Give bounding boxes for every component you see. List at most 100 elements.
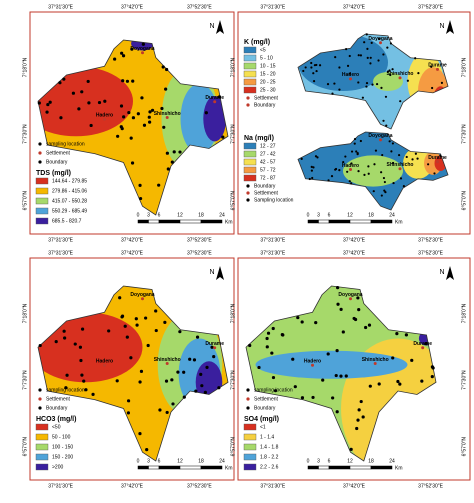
key-label: Boundary: [254, 102, 276, 108]
sampling-point: [161, 65, 165, 69]
legend-title: TDS (mg/l): [36, 170, 71, 177]
key-symbol: [38, 397, 42, 401]
scale-segment: [349, 465, 372, 470]
sampling-point: [338, 168, 341, 172]
legend-swatch: [35, 187, 49, 195]
map-surface: [298, 34, 448, 129]
sampling-point: [341, 330, 345, 334]
sampling-point: [154, 309, 158, 313]
sampling-point: [374, 149, 378, 152]
sampling-point: [382, 176, 386, 180]
lat-label: 6°57'0"N: [230, 191, 236, 211]
legend-label: 1.8 - 2.2: [260, 454, 279, 460]
legend-swatch: [243, 78, 257, 86]
legend-label: <1: [260, 424, 266, 430]
key-symbol: [38, 151, 42, 155]
legend-label: 685.5 - 820.7: [52, 218, 82, 224]
sampling-point: [386, 46, 389, 49]
sampling-point: [131, 79, 135, 83]
legend-label: 27 - 42: [260, 151, 276, 157]
scale-segment: [137, 219, 149, 224]
key-label: Boundary: [254, 183, 276, 189]
north-arrow: [446, 266, 454, 280]
sampling-point: [89, 123, 93, 128]
sampling-point: [420, 379, 424, 383]
sampling-point: [280, 333, 284, 337]
sampling-point: [311, 395, 315, 400]
legend-swatch: [35, 443, 49, 451]
settlement: [398, 76, 402, 80]
scale-label: 18: [198, 458, 204, 464]
sampling-point: [165, 151, 169, 155]
sampling-point: [342, 161, 345, 164]
place-label: Durame: [428, 155, 447, 161]
sampling-point: [164, 379, 169, 383]
lon-label: 37°42'0"E: [121, 483, 144, 489]
sampling-point: [430, 65, 433, 68]
sampling-point: [384, 95, 388, 98]
sampling-point: [338, 66, 341, 69]
sampling-point: [377, 382, 381, 386]
lon-label: 37°42'0"E: [121, 237, 144, 243]
sampling-point: [331, 92, 334, 95]
sampling-point: [411, 158, 414, 161]
sampling-point: [140, 96, 144, 100]
legend-swatch: [243, 174, 257, 182]
sampling-point: [265, 345, 269, 349]
sampling-point: [367, 165, 370, 168]
sampling-point: [388, 69, 391, 72]
sampling-point: [361, 96, 364, 99]
sampling-point: [130, 47, 134, 51]
settlement: [213, 100, 217, 104]
sampling-point: [312, 166, 315, 169]
sampling-point: [170, 160, 174, 164]
north-label: N: [209, 269, 214, 276]
sampling-point: [217, 95, 222, 99]
lat-label: 7°7'30"N: [230, 370, 236, 390]
sampling-point: [154, 328, 158, 333]
scale-segment: [370, 219, 393, 224]
zone: [203, 96, 227, 142]
legend-label: <5: [260, 47, 266, 53]
settlement: [379, 41, 382, 45]
sampling-point: [339, 307, 343, 312]
sampling-point: [118, 296, 122, 300]
sampling-point: [359, 399, 363, 404]
sampling-point: [308, 177, 311, 181]
sampling-point: [366, 47, 369, 50]
legend-label: 150 - 200: [52, 454, 73, 460]
place-label: Shinshicho: [387, 71, 414, 77]
lon-label: 37°31'30"E: [48, 237, 73, 243]
sampling-point: [203, 390, 207, 394]
sampling-point: [386, 70, 389, 73]
sampling-point: [373, 163, 376, 166]
sampling-point: [126, 411, 130, 415]
sampling-point: [361, 415, 365, 419]
sampling-point: [158, 408, 162, 412]
lon-label: 37°31'30"E: [260, 483, 285, 489]
sampling-point: [391, 142, 394, 145]
scale-segment: [148, 219, 160, 224]
sampling-point: [336, 286, 340, 290]
boundary: [37, 39, 229, 216]
sampling-point: [334, 373, 338, 378]
panel-frame: [29, 11, 235, 235]
sampling-point: [430, 375, 434, 379]
legend-swatch: [243, 54, 257, 62]
sampling-point: [121, 79, 125, 83]
legend-label: 1 - 1.4: [260, 434, 274, 440]
scale-label: 18: [198, 212, 204, 218]
scale-segment: [158, 465, 181, 470]
scale-segment: [200, 219, 223, 224]
sampling-point: [300, 396, 305, 400]
sampling-point: [194, 389, 198, 393]
key-symbol: [38, 388, 42, 392]
settlement: [141, 51, 144, 55]
sampling-point: [355, 150, 358, 153]
lat-label: 6°57'0"N: [22, 191, 28, 211]
sampling-point: [370, 41, 373, 44]
sampling-point: [178, 330, 182, 334]
legend-swatch: [243, 70, 257, 78]
sampling-point: [71, 91, 76, 95]
lon-label: 37°42'0"E: [343, 250, 366, 256]
